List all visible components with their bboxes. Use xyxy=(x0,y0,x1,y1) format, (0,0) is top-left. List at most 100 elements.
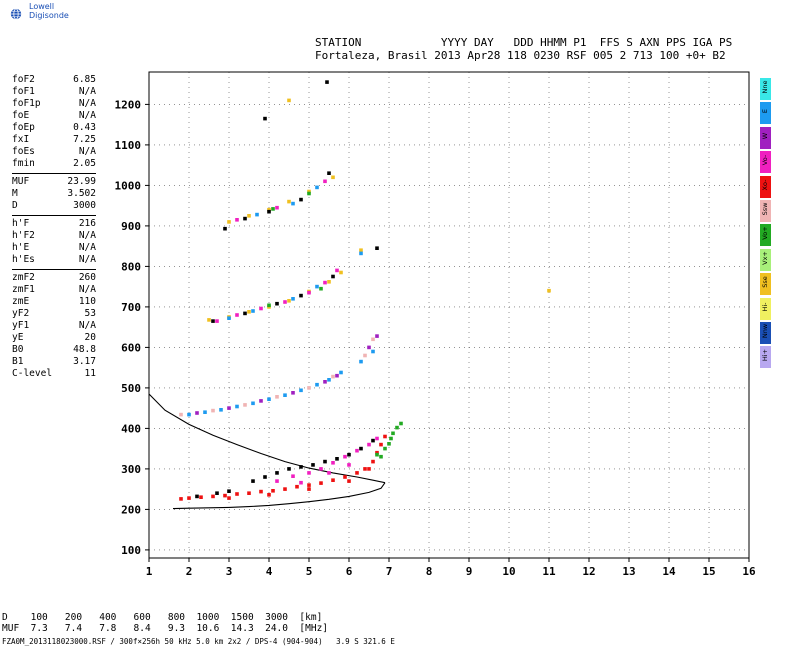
param-row: foF1p N/A xyxy=(12,98,96,110)
legend-swatch: E xyxy=(760,102,771,125)
echo-point xyxy=(327,471,331,475)
echo-point xyxy=(283,393,287,397)
echo-point xyxy=(343,475,347,479)
echo-point xyxy=(251,479,255,483)
y-tick-label: 100 xyxy=(121,544,141,557)
echo-point xyxy=(227,489,231,493)
param-name: h'F2 xyxy=(12,230,35,241)
param-row: foEp 0.43 xyxy=(12,122,96,134)
echo-point xyxy=(375,450,379,455)
file-info-footer: FZA0M_2013118023000.RSF / 300f×256h 50 k… xyxy=(2,637,395,646)
param-name: foE xyxy=(12,110,30,121)
x-tick-label: 16 xyxy=(742,565,756,578)
x-tick-label: 14 xyxy=(662,565,676,578)
echo-point xyxy=(299,197,303,202)
param-row: zmF1 N/A xyxy=(12,284,96,296)
echo-point xyxy=(391,431,395,436)
echo-point xyxy=(331,461,335,465)
echo-point xyxy=(235,404,239,409)
echo-point xyxy=(331,478,335,482)
param-value: 6.85 xyxy=(73,74,96,85)
echo-point xyxy=(211,319,215,323)
muf-table: D 100 200 400 600 800 1000 1500 3000 [km… xyxy=(2,612,328,634)
param-name: D xyxy=(12,200,18,211)
legend-swatch: Nne xyxy=(760,78,771,100)
param-row: h'E N/A xyxy=(12,242,96,254)
legend-swatch: Hi- xyxy=(760,297,771,320)
param-value: 0.43 xyxy=(73,122,96,133)
param-row: MUF 23.99 xyxy=(12,176,96,188)
legend-label: Ssw xyxy=(761,202,769,216)
param-name: foF1p xyxy=(12,98,41,109)
echo-point xyxy=(547,288,551,293)
plot-border xyxy=(148,71,750,559)
echo-point xyxy=(323,380,327,384)
y-tick-label: 1100 xyxy=(115,139,142,152)
x-tick-label: 15 xyxy=(702,565,715,578)
echo-point xyxy=(323,280,327,285)
params-separator xyxy=(12,173,96,174)
legend-label: Vo+ xyxy=(761,226,769,241)
echo-point xyxy=(287,299,291,303)
param-value: 110 xyxy=(78,296,96,307)
polarization-legend: Nne E W Vo- Xo- Ssw Vo+ Vx+ Sse Hi- Nnw Hi+ xyxy=(760,78,771,371)
echo-point xyxy=(263,116,267,121)
echo-point xyxy=(315,185,319,190)
echo-point xyxy=(323,179,327,184)
echo-point xyxy=(275,471,279,475)
legend-swatch: Hi+ xyxy=(760,346,771,369)
echo-point xyxy=(359,446,363,451)
param-name: zmF2 xyxy=(12,272,35,283)
echo-point xyxy=(275,395,279,399)
echo-point xyxy=(307,386,311,390)
echo-point xyxy=(355,471,359,475)
echo-point xyxy=(327,378,331,382)
echo-point xyxy=(267,303,271,308)
plot-frame xyxy=(148,71,750,559)
param-name: MUF xyxy=(12,176,30,187)
echo-point xyxy=(215,319,219,323)
echo-point xyxy=(299,388,303,393)
param-row: zmF2 260 xyxy=(12,272,96,284)
echo-point xyxy=(399,421,403,426)
echo-point xyxy=(295,484,299,489)
legend-label: Nne xyxy=(761,80,769,94)
echo-point xyxy=(335,457,339,461)
echo-point xyxy=(203,410,207,414)
echo-point xyxy=(359,251,363,256)
echo-point xyxy=(243,216,247,221)
echo-point xyxy=(283,487,287,491)
param-value: 216 xyxy=(78,218,96,229)
echo-point xyxy=(299,480,303,485)
param-value: N/A xyxy=(78,98,96,109)
station-header: STATION YYYY DAY DDD HHMM P1 FFS S AXN P… xyxy=(315,36,732,62)
legend-swatch: Ssw xyxy=(760,199,771,222)
echo-point xyxy=(179,412,183,417)
param-value: 23.99 xyxy=(67,176,96,187)
echo-point xyxy=(251,309,255,313)
y-tick-label: 500 xyxy=(121,382,141,395)
echo-point xyxy=(283,300,287,304)
echo-point xyxy=(255,212,259,217)
echo-point xyxy=(335,373,339,378)
echo-point xyxy=(375,246,379,250)
axis-ticks: 1 2 3 4 5 6 7 8 9 10 11 12 13 14 15 1610020030040050060… xyxy=(115,98,756,578)
echo-point xyxy=(331,374,335,379)
echo-point xyxy=(371,337,375,342)
param-value: N/A xyxy=(78,146,96,157)
echo-point xyxy=(383,446,387,451)
param-value: N/A xyxy=(78,254,96,265)
echo-point xyxy=(307,471,311,475)
y-tick-label: 400 xyxy=(121,422,141,435)
echo-point xyxy=(325,80,329,84)
y-tick-label: 600 xyxy=(121,341,141,354)
echo-point xyxy=(235,313,239,317)
echo-point xyxy=(243,311,247,316)
param-name: B1 xyxy=(12,356,24,367)
param-row: zmE 110 xyxy=(12,296,96,308)
echo-point xyxy=(347,463,351,467)
echo-points xyxy=(179,80,551,501)
param-value: 3.17 xyxy=(73,356,96,367)
legend-label: E xyxy=(761,109,769,114)
x-tick-label: 11 xyxy=(542,565,556,578)
